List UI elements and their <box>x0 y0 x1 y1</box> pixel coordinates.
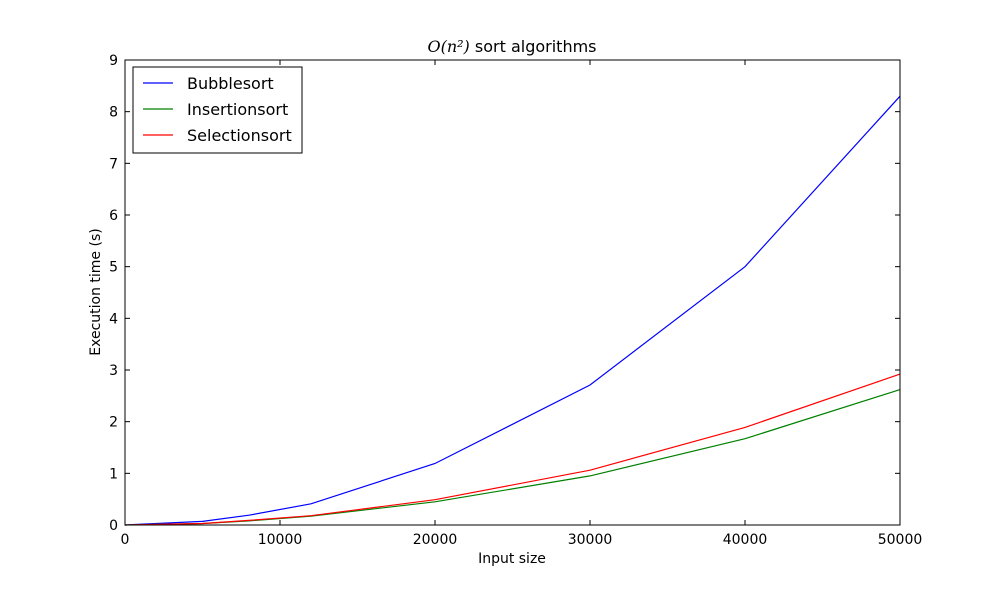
series-line-bubblesort <box>124 95 901 526</box>
y-tick-label: 3 <box>109 363 118 379</box>
plot-frame <box>124 59 901 526</box>
legend-label-bubblesort: Bubblesort <box>187 74 274 93</box>
chart-title-math: O(n²) <box>427 37 469 56</box>
x-axis-label: Input size <box>478 551 546 567</box>
y-tick-label: 1 <box>109 466 118 482</box>
legend: Bubblesort Insertionsort Selectionsort <box>132 66 303 154</box>
y-tick-label: 4 <box>109 311 118 327</box>
chart-title: O(n²) sort algorithms <box>427 37 596 56</box>
y-axis-label: Execution time (s) <box>88 228 104 355</box>
series-line-insertionsort <box>124 389 901 526</box>
axes <box>124 59 901 526</box>
chart-title-text: sort algorithms <box>475 37 597 56</box>
series-line-selectionsort <box>124 373 901 526</box>
x-tick-label: 20000 <box>413 532 458 548</box>
legend-label-selectionsort: Selectionsort <box>187 126 292 145</box>
y-tick-label: 5 <box>109 260 118 276</box>
x-tick-label: 30000 <box>568 532 613 548</box>
x-tick-label: 40000 <box>723 532 768 548</box>
y-tick-label: 8 <box>109 105 118 121</box>
legend-box <box>132 66 303 154</box>
y-tick-label: 7 <box>109 156 118 172</box>
plot-area <box>124 95 901 526</box>
ticks: 0 10000 20000 30000 40000 50000 0 1 2 3 4 5 6 7 8 9 <box>109 53 922 548</box>
y-tick-label: 9 <box>109 53 118 69</box>
y-tick-label: 6 <box>109 208 118 224</box>
x-tick-label: 50000 <box>878 532 923 548</box>
y-tick-label: 0 <box>109 518 118 534</box>
x-tick-label: 10000 <box>258 532 303 548</box>
x-tick-label: 0 <box>121 532 130 548</box>
y-tick-label: 2 <box>109 415 118 431</box>
legend-label-insertionsort: Insertionsort <box>187 100 288 119</box>
